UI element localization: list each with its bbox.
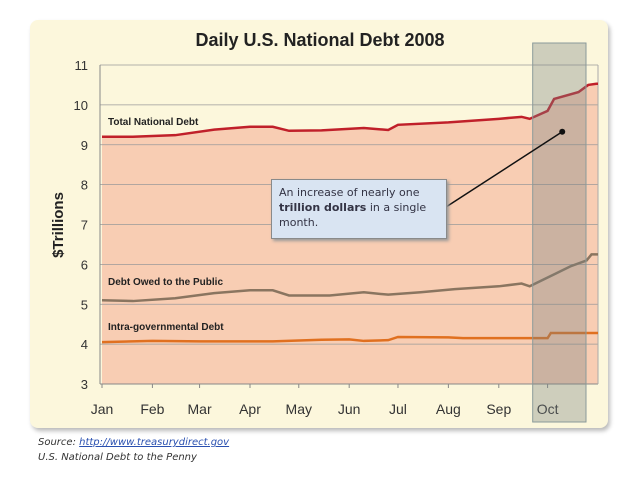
- y-tick-label: 7: [81, 218, 88, 233]
- y-tick-label: 4: [81, 337, 88, 352]
- series-label: Intra-governmental Debt: [108, 322, 224, 333]
- x-tick-label: Oct: [537, 401, 559, 417]
- footer-subtitle: U.S. National Debt to the Penny: [38, 452, 197, 463]
- y-tick-label: 9: [81, 138, 88, 153]
- x-tick-label: Sep: [486, 401, 511, 417]
- y-tick-label: 6: [81, 257, 88, 272]
- series-line-1: [101, 253, 598, 303]
- x-tick-label: Mar: [188, 401, 212, 417]
- x-tick-label: Aug: [436, 401, 461, 417]
- annotation-callout: An increase of nearly one trillion dolla…: [271, 179, 447, 239]
- y-tick-label: 8: [81, 178, 88, 193]
- source-label: Source:: [38, 437, 76, 448]
- series-label: Debt Owed to the Public: [108, 277, 223, 288]
- october-highlight: [532, 42, 587, 423]
- series-line-0: [102, 82, 598, 139]
- x-tick-label: May: [286, 401, 312, 417]
- x-tick-label: Feb: [140, 401, 164, 417]
- annotation-pointer: [445, 131, 563, 208]
- x-tick-label: Jun: [338, 401, 361, 417]
- annotation-bold-text: trillion dollars: [279, 201, 367, 214]
- x-tick-label: Jul: [389, 401, 407, 417]
- source-link[interactable]: http://www.treasurydirect.gov: [79, 437, 230, 448]
- y-tick-label: 11: [75, 58, 89, 73]
- annotation-dot: [559, 128, 566, 135]
- y-tick-label: 10: [74, 98, 88, 113]
- chart-title: Daily U.S. National Debt 2008: [195, 30, 444, 50]
- source-line: Source: http://www.treasurydirect.gov: [38, 437, 229, 448]
- annotation-text-end: in a single month.: [279, 201, 427, 229]
- x-tick-label: Apr: [239, 401, 261, 417]
- series-label: Total National Debt: [108, 117, 199, 128]
- x-tick-label: Jan: [91, 401, 114, 417]
- series-line-2: [101, 331, 598, 344]
- y-tick-label: 3: [81, 377, 88, 392]
- y-tick-label: 5: [81, 297, 88, 312]
- annotation-text: An increase of nearly one: [279, 186, 420, 199]
- y-axis-label: $Trillions: [50, 192, 67, 258]
